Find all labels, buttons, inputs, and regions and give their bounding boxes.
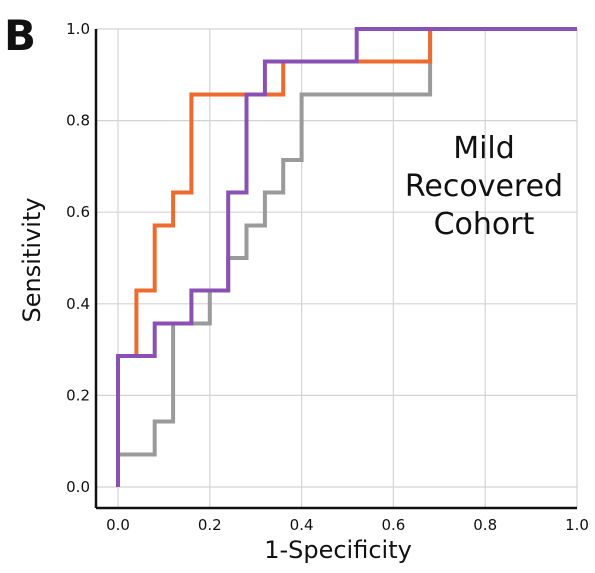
x-tick-label: 0.2 (198, 516, 222, 534)
roc-curves (116, 27, 577, 487)
y-tick-label: 1.0 (66, 20, 90, 38)
annotation-line: Recovered (405, 169, 563, 204)
roc-curve-3 (116, 27, 577, 487)
y-tick-label: 0.6 (66, 203, 90, 221)
y-tick-label: 0.4 (66, 295, 90, 313)
annotation-line: Mild (453, 131, 515, 166)
x-tick-label: 0.6 (381, 516, 405, 534)
y-axis-label: Sensitivity (18, 198, 46, 323)
x-tick-label: 0.8 (473, 516, 497, 534)
panel-letter: B (4, 11, 36, 60)
axes (94, 29, 577, 510)
roc-curve-2 (116, 27, 577, 487)
x-tick-label: 0.0 (106, 516, 130, 534)
y-tick-label: 0.0 (66, 478, 90, 496)
tick-labels: 0.0 0.2 0.4 0.6 0.8 1.0 0.0 0.2 0.4 0.6 0.8 1.0 (66, 20, 589, 534)
annotation-line: Cohort (434, 207, 535, 242)
grid-lines (96, 28, 578, 508)
x-tick-label: 0.4 (290, 516, 314, 534)
x-axis-label: 1-Specificity (264, 536, 412, 564)
x-tick-label: 1.0 (565, 516, 589, 534)
roc-curve-1 (116, 27, 577, 487)
y-tick-label: 0.2 (66, 386, 90, 404)
y-tick-label: 0.8 (66, 112, 90, 130)
